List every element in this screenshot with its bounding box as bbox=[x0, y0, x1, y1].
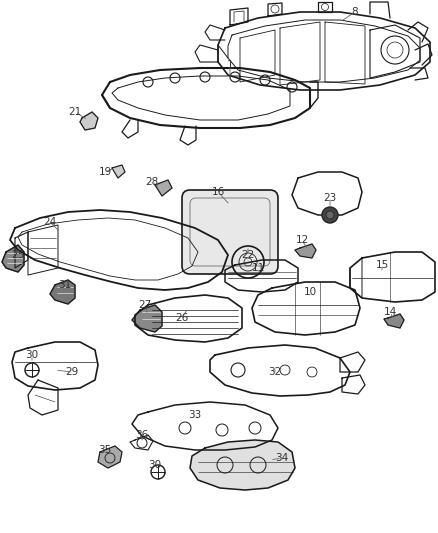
Text: 21: 21 bbox=[68, 107, 81, 117]
Text: 31: 31 bbox=[58, 280, 71, 290]
Polygon shape bbox=[50, 280, 75, 304]
Text: 11: 11 bbox=[251, 263, 264, 273]
Polygon shape bbox=[294, 244, 315, 258]
Text: 12: 12 bbox=[295, 235, 308, 245]
Circle shape bbox=[321, 207, 337, 223]
Text: 35: 35 bbox=[98, 445, 111, 455]
Text: 1: 1 bbox=[226, 60, 233, 70]
Polygon shape bbox=[383, 314, 403, 328]
Text: 30: 30 bbox=[148, 460, 161, 470]
Text: 36: 36 bbox=[135, 430, 148, 440]
Text: 15: 15 bbox=[374, 260, 388, 270]
Polygon shape bbox=[80, 112, 98, 130]
Polygon shape bbox=[112, 165, 125, 178]
Text: 22: 22 bbox=[241, 250, 254, 260]
Polygon shape bbox=[98, 446, 122, 468]
Text: 30: 30 bbox=[25, 350, 39, 360]
Text: 33: 33 bbox=[188, 410, 201, 420]
FancyBboxPatch shape bbox=[182, 190, 277, 274]
Text: 8: 8 bbox=[351, 7, 357, 17]
Polygon shape bbox=[2, 245, 24, 272]
Text: 29: 29 bbox=[65, 367, 78, 377]
Text: 24: 24 bbox=[43, 217, 57, 227]
Text: 28: 28 bbox=[145, 177, 158, 187]
Text: 19: 19 bbox=[98, 167, 111, 177]
Text: 23: 23 bbox=[323, 193, 336, 203]
Text: 10: 10 bbox=[303, 287, 316, 297]
Text: 34: 34 bbox=[275, 453, 288, 463]
Text: 14: 14 bbox=[382, 307, 396, 317]
Text: 32: 32 bbox=[268, 367, 281, 377]
Circle shape bbox=[325, 211, 333, 219]
Polygon shape bbox=[132, 305, 162, 332]
Text: 26: 26 bbox=[175, 313, 188, 323]
Text: 27: 27 bbox=[138, 300, 151, 310]
Text: 25: 25 bbox=[11, 250, 25, 260]
Polygon shape bbox=[190, 440, 294, 490]
Text: 16: 16 bbox=[211, 187, 224, 197]
Polygon shape bbox=[155, 180, 172, 196]
